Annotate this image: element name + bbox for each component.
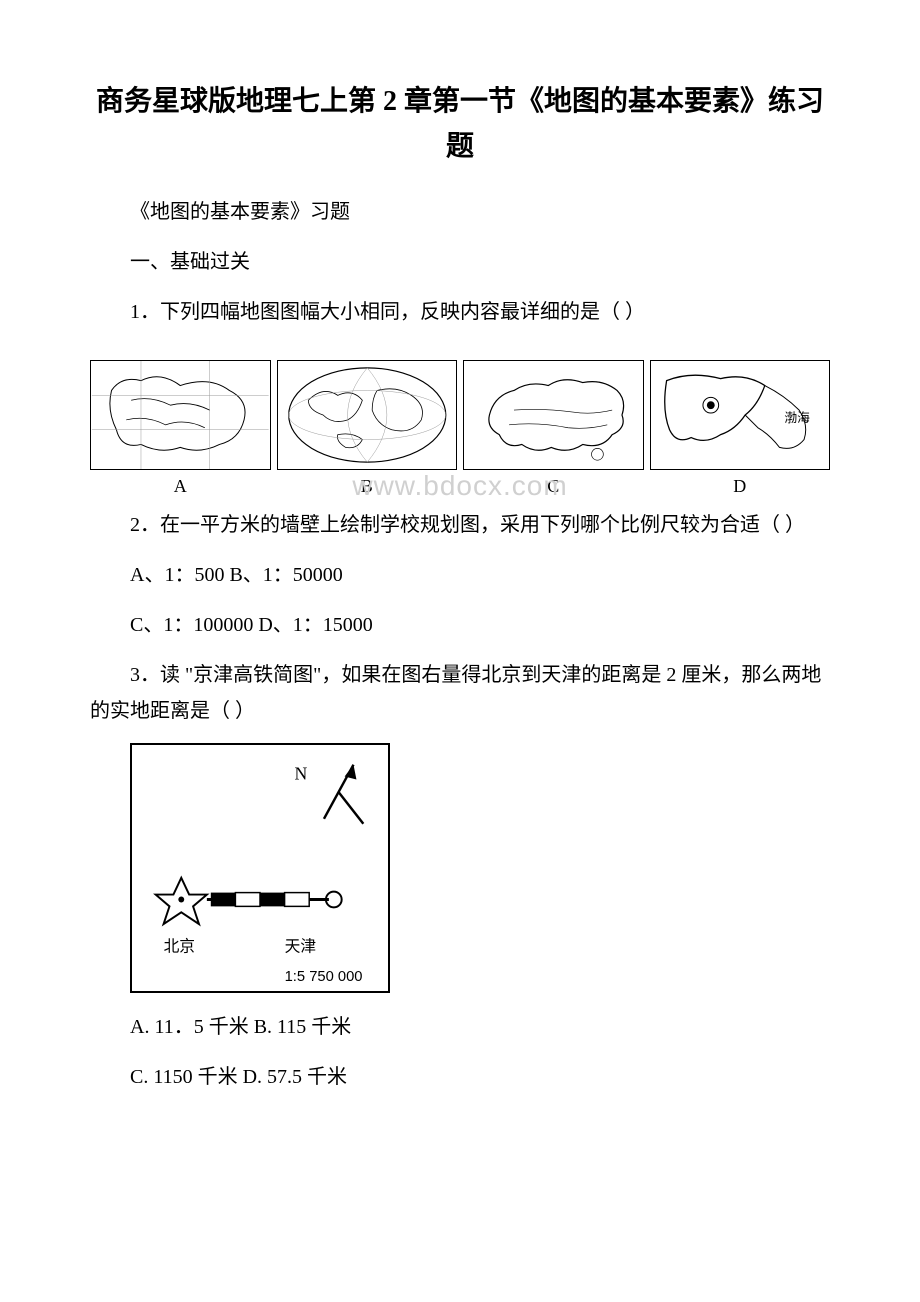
page-title: 商务星球版地理七上第 2 章第一节《地图的基本要素》练习题 xyxy=(90,80,830,170)
map-c-image xyxy=(463,360,644,470)
map-label-c: C xyxy=(463,476,644,497)
figure-scale: 1:5 750 000 xyxy=(285,969,363,985)
map-a-image xyxy=(90,360,271,470)
question-3-text: 3．读 "京津高铁简图"，如果在图右量得北京到天津的距离是 2 厘米，那么两地的… xyxy=(90,657,830,729)
map-label-a: A xyxy=(90,476,271,497)
question-2-options-1: A、1：500 B、1：50000 xyxy=(90,557,830,593)
map-b-image xyxy=(277,360,458,470)
question-1-maps: 渤海 xyxy=(90,360,830,470)
map-option-c xyxy=(463,360,644,470)
map-d-label: 渤海 xyxy=(784,409,810,424)
map-option-b xyxy=(277,360,458,470)
question-3-options-1: A. 11．5 千米 B. 115 千米 xyxy=(90,1009,830,1045)
question-2-options-2: C、1：100000 D、1：15000 xyxy=(90,607,830,643)
map-option-d: 渤海 xyxy=(650,360,831,470)
map-d-image: 渤海 xyxy=(650,360,831,470)
map-option-a xyxy=(90,360,271,470)
map-label-d: D xyxy=(650,476,831,497)
map-labels: www.bdocx.com A B C D xyxy=(90,476,830,497)
question-2-text: 2．在一平方米的墙壁上绘制学校规划图，采用下列哪个比例尺较为合适（ ） xyxy=(90,507,830,543)
north-label: N xyxy=(294,763,307,783)
map-label-b: B xyxy=(277,476,458,497)
subtitle: 《地图的基本要素》习题 xyxy=(90,194,830,230)
question-1-text: 1．下列四幅地图图幅大小相同，反映内容最详细的是（ ） xyxy=(90,294,830,330)
question-3-options-2: C. 1150 千米 D. 57.5 千米 xyxy=(90,1059,830,1095)
question-3-figure: N 北京 天津 1:5 750 000 xyxy=(130,743,390,993)
section-heading: 一、基础过关 xyxy=(90,244,830,280)
figure-city-right: 天津 xyxy=(285,937,317,955)
figure-city-left: 北京 xyxy=(164,937,195,955)
